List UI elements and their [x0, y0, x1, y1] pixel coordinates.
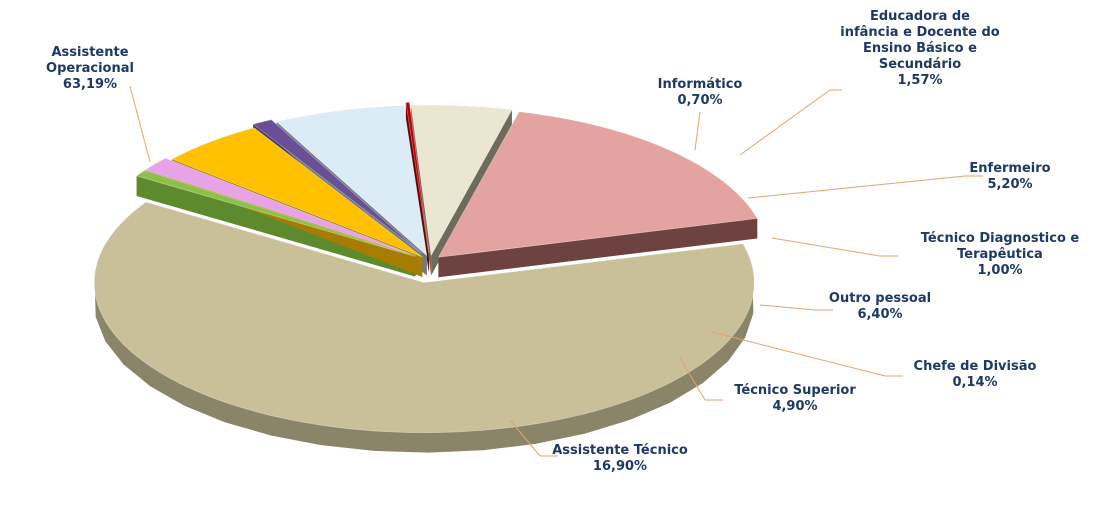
slice-name-5-0: Outro pessoal — [829, 291, 931, 306]
slice-percent-5: 6,40% — [857, 307, 902, 322]
slice-name-2-0: Educadora de — [870, 9, 970, 24]
slice-label-0: Assistente Operacional 63,19% — [46, 45, 134, 92]
slice-name-0-0: Assistente — [51, 45, 128, 60]
slice-percent-4: 1,00% — [977, 263, 1022, 278]
slice-name-7-0: Técnico Superior — [734, 383, 856, 398]
slice-name-4-1: Terapêutica — [957, 247, 1043, 262]
pie-slice-8 — [437, 111, 758, 258]
leader-line-8 — [509, 419, 541, 457]
pie-slice-1 — [135, 170, 416, 257]
slice-name-8-0: Assistente Técnico — [552, 443, 688, 458]
slice-name-4-0: Técnico Diagnostico e — [921, 231, 1080, 246]
slice-label-6: Chefe de Divisão 0,14% — [914, 359, 1037, 390]
leader-line-1 — [694, 111, 701, 151]
slice-percent-2: 1,57% — [897, 73, 942, 88]
slice-name-1-0: Informático — [658, 77, 743, 92]
pie-slice-7 — [410, 105, 513, 257]
slice-edge-6-0 — [405, 102, 429, 273]
leader-line-2 — [739, 89, 831, 156]
slice-labels: Assistente Operacional 63,19% Informático 0,… — [46, 9, 1079, 474]
slice-percent-6: 0,14% — [952, 375, 997, 390]
leader-line-5 — [759, 304, 816, 311]
slice-name-3-0: Enfermeiro — [969, 161, 1050, 176]
pie-slice-6 — [405, 101, 430, 253]
leader-line-3 — [747, 175, 966, 199]
leader-line-4 — [771, 237, 881, 257]
slice-percent-0: 63,19% — [63, 77, 117, 92]
slice-label-8: Assistente Técnico 16,90% — [552, 443, 688, 474]
pie-slice-2 — [144, 157, 416, 257]
slice-label-1: Informático 0,70% — [658, 77, 743, 108]
pie-slice-5 — [276, 105, 428, 257]
slice-label-7: Técnico Superior 4,90% — [734, 383, 856, 414]
pie-slice-0 — [93, 201, 755, 434]
slice-name-2-2: Ensino Básico e — [863, 41, 977, 56]
slice-percent-7: 4,90% — [772, 399, 817, 414]
leader-line-6 — [711, 331, 886, 377]
slice-label-5: Outro pessoal 6,40% — [829, 291, 931, 322]
leader-lines — [129, 85, 983, 457]
slice-label-4: Técnico Diagnostico e Terapêutica 1,00% — [921, 231, 1080, 278]
pie-slice-3 — [170, 127, 423, 258]
leader-line-7 — [679, 357, 706, 401]
pie-slice-4 — [252, 119, 422, 254]
slice-name-0-1: Operacional — [46, 61, 134, 76]
slice-percent-1: 0,70% — [677, 93, 722, 108]
slice-name-6-0: Chefe de Divisão — [914, 359, 1037, 374]
leader-line-0 — [129, 85, 151, 163]
slice-label-3: Enfermeiro 5,20% — [969, 161, 1050, 192]
slice-name-2-1: infância e Docente do — [840, 25, 1000, 40]
slice-percent-3: 5,20% — [987, 177, 1032, 192]
slice-edge-7-1 — [431, 109, 512, 276]
slice-edge-8-1 — [438, 218, 758, 278]
slice-name-2-3: Secundário — [879, 57, 961, 72]
slice-percent-8: 16,90% — [593, 459, 647, 474]
slice-label-2: Educadora de infância e Docente do Ensino … — [840, 9, 1000, 88]
slice-tops — [93, 101, 758, 434]
